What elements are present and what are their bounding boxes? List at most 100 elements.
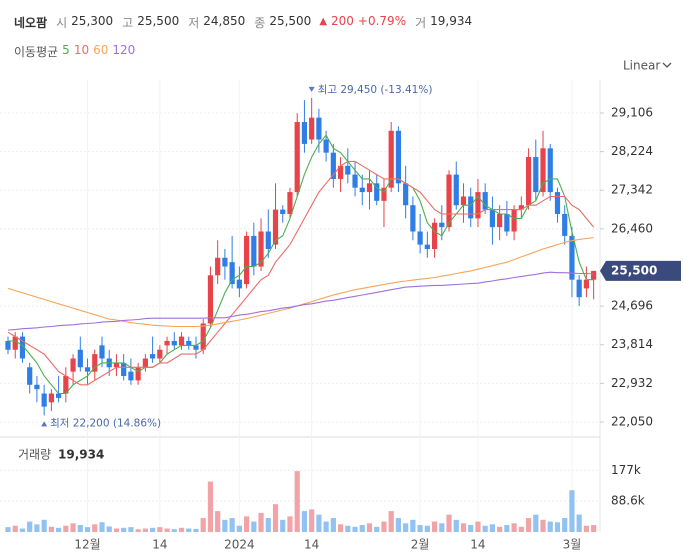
volume-bar — [591, 525, 597, 532]
volume-bar — [475, 521, 481, 532]
volume-bar — [280, 519, 286, 532]
candle-body — [337, 165, 344, 179]
price-tag-label: 25,500 — [611, 263, 657, 277]
candle-body — [446, 174, 452, 228]
candle-body — [200, 323, 206, 350]
volume-bar — [113, 528, 120, 532]
candle-body — [236, 279, 242, 289]
candle-body — [99, 345, 105, 359]
volume-bar — [236, 525, 242, 532]
volume-bar — [258, 512, 264, 532]
x-tick-label: 14 — [470, 538, 485, 552]
volume-bar — [540, 519, 546, 532]
ma-legend-item: 5 — [62, 43, 70, 57]
volume-bar — [287, 516, 293, 532]
ma-line — [7, 271, 594, 331]
volume-bar — [215, 511, 221, 532]
candle-body — [164, 340, 170, 346]
candle-body — [294, 122, 300, 193]
volume-bar — [301, 511, 308, 532]
annotation: 최고 29,450 (-13.41%) — [318, 84, 433, 96]
volume-bar — [569, 490, 575, 532]
candle-body — [215, 257, 221, 276]
candle-body — [34, 384, 40, 390]
scale-button[interactable]: Linear — [623, 59, 660, 73]
volume-bar — [229, 518, 235, 532]
candle-body — [460, 196, 467, 206]
volume-bar — [41, 519, 47, 532]
volume-bar — [84, 527, 91, 532]
candle-body — [366, 183, 373, 193]
candle-body — [5, 340, 11, 350]
candle-body — [229, 262, 235, 285]
header-label: 고 — [122, 16, 134, 30]
volume-bar — [388, 511, 394, 532]
volume-bar — [200, 518, 206, 532]
volume-bar — [128, 527, 134, 532]
y-tick-label: 22,050 — [611, 414, 653, 428]
header-value: 25,500 — [269, 14, 312, 28]
candle-body — [591, 270, 597, 280]
header-label: 시 — [56, 16, 68, 30]
candle-body — [56, 393, 62, 398]
volume-bar — [403, 523, 409, 532]
candle-body — [388, 130, 394, 188]
candle-body — [135, 367, 141, 381]
volume-bar — [186, 528, 192, 532]
candle-body — [468, 196, 474, 219]
volume-bar — [222, 519, 228, 532]
volume-bar — [518, 526, 524, 532]
volume-bar — [70, 523, 76, 532]
volume-bar — [395, 518, 402, 532]
candle-body — [403, 183, 409, 206]
change-pct: +0.79% — [357, 14, 407, 28]
y-tick-label: 177k — [611, 463, 641, 477]
y-tick-label: 27,342 — [611, 183, 653, 197]
chevron[interactable] — [662, 62, 672, 68]
volume-bar — [554, 522, 561, 532]
volume-bar — [460, 523, 467, 532]
candle-body — [142, 358, 148, 368]
candle-body — [547, 148, 553, 193]
candle-body — [497, 213, 503, 228]
candle-body — [41, 393, 47, 407]
volume-bar — [511, 523, 517, 532]
candle-body — [410, 205, 416, 232]
candle-body — [374, 183, 380, 201]
candle-body — [583, 279, 589, 289]
ma-line — [7, 160, 595, 386]
volume-bar — [309, 509, 315, 532]
volume-bar — [106, 526, 112, 532]
header-label: 저 — [188, 16, 200, 30]
volume-bar — [92, 524, 98, 532]
candle-body — [70, 358, 76, 372]
candle-body — [272, 209, 279, 245]
volume-bar — [272, 504, 279, 532]
candle-body — [359, 187, 365, 193]
ma-line — [8, 134, 594, 395]
volume-bar — [164, 528, 170, 532]
volume-bar — [489, 524, 496, 532]
volume-bar — [316, 514, 322, 532]
candle-body — [258, 231, 264, 267]
candle-body — [533, 157, 539, 193]
volume-bar — [576, 514, 582, 532]
candle-body — [345, 165, 351, 175]
volume-bar — [171, 529, 177, 532]
volume-bar — [330, 518, 336, 532]
candle-body — [576, 279, 582, 298]
header-value: 25,300 — [71, 14, 114, 28]
volume-bar — [352, 526, 358, 532]
candle-body — [395, 130, 402, 184]
candle-body — [280, 209, 286, 214]
change-arrow: ▲ — [319, 16, 328, 27]
volume-value: 19,934 — [58, 448, 104, 462]
volume-title: 거래량 — [18, 448, 51, 462]
candle-body — [504, 213, 510, 232]
volume-bar — [19, 528, 26, 532]
candle-body — [19, 336, 26, 359]
volume-bar — [294, 471, 300, 532]
candle-body — [518, 205, 524, 210]
candle-body — [186, 340, 192, 346]
